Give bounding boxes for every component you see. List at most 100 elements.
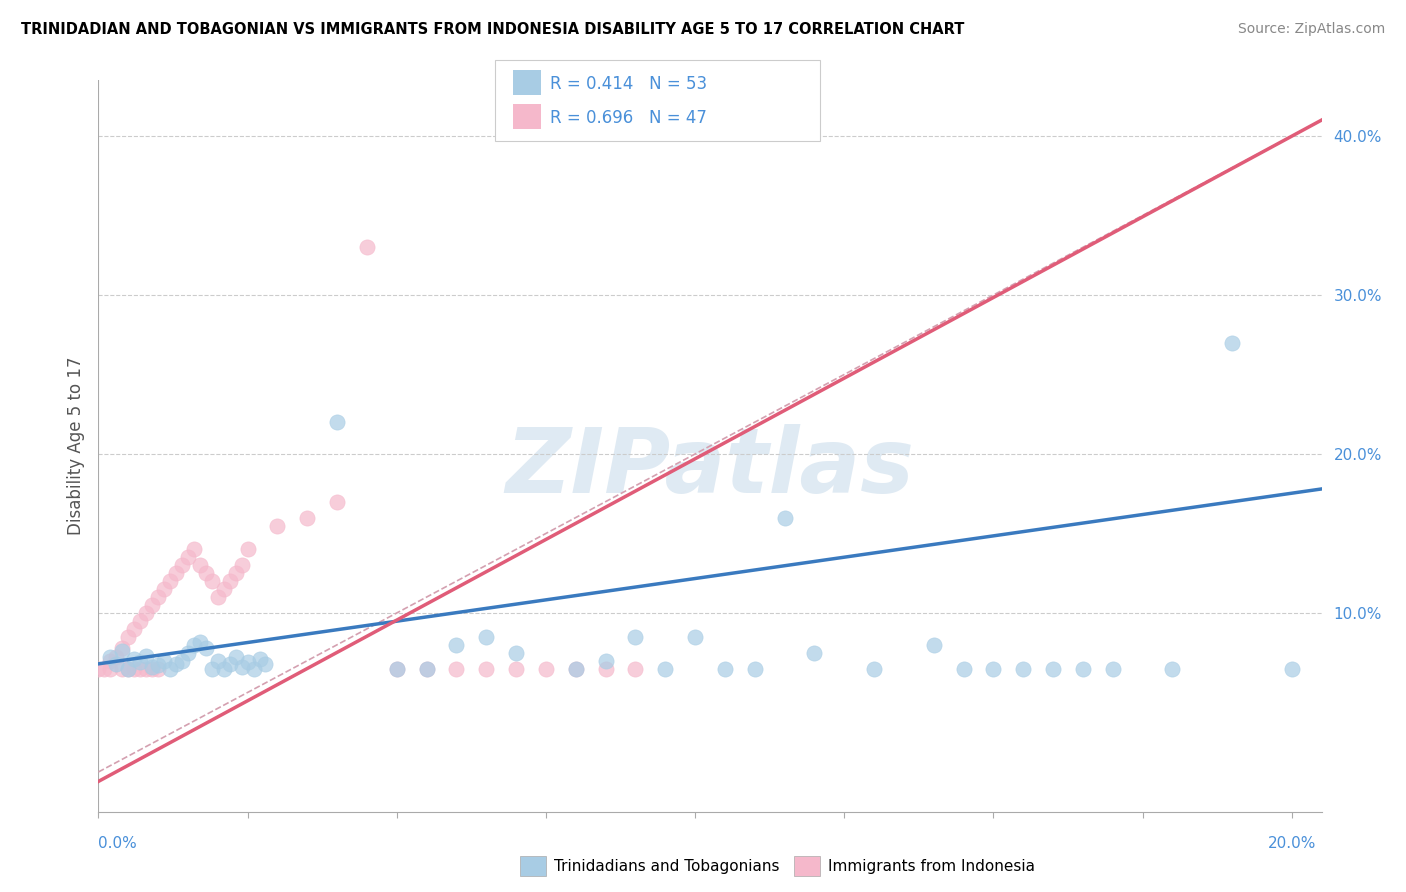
Point — [117, 662, 139, 676]
Point — [129, 662, 152, 676]
Point — [111, 644, 134, 658]
Point — [188, 558, 211, 573]
Point — [159, 574, 181, 589]
Point — [98, 662, 121, 676]
Point — [1042, 662, 1064, 676]
Point — [595, 654, 617, 668]
Point — [122, 652, 145, 666]
Point — [129, 614, 152, 628]
Point — [188, 634, 211, 648]
Point — [218, 657, 240, 671]
Point — [207, 654, 229, 668]
Point — [1220, 335, 1243, 350]
Point — [111, 640, 134, 655]
Point — [212, 582, 235, 596]
Point — [654, 662, 676, 676]
Point — [141, 660, 163, 674]
Point — [952, 662, 974, 676]
Point — [236, 655, 259, 669]
Point — [385, 662, 408, 676]
Point — [194, 566, 217, 581]
Point — [415, 662, 437, 676]
Point — [326, 415, 349, 429]
Point — [1071, 662, 1094, 676]
Point — [254, 657, 277, 671]
Point — [135, 606, 157, 620]
Point — [93, 662, 115, 676]
Point — [505, 646, 527, 660]
Point — [105, 657, 128, 671]
Point — [415, 662, 437, 676]
Point — [1281, 662, 1303, 676]
Point — [534, 662, 557, 676]
Text: R = 0.414   N = 53: R = 0.414 N = 53 — [550, 75, 707, 93]
Point — [135, 648, 157, 663]
Y-axis label: Disability Age 5 to 17: Disability Age 5 to 17 — [66, 357, 84, 535]
Point — [242, 662, 264, 676]
Point — [231, 558, 253, 573]
Text: 20.0%: 20.0% — [1268, 836, 1316, 851]
Point — [105, 650, 128, 665]
Text: ZIPatlas: ZIPatlas — [506, 424, 914, 512]
Point — [207, 590, 229, 604]
Point — [922, 638, 945, 652]
Point — [165, 657, 187, 671]
Point — [595, 662, 617, 676]
Point — [266, 518, 288, 533]
Point — [446, 662, 468, 676]
Point — [744, 662, 766, 676]
Point — [225, 566, 247, 581]
Text: Trinidadians and Tobagonians: Trinidadians and Tobagonians — [554, 859, 779, 873]
Text: R = 0.696   N = 47: R = 0.696 N = 47 — [550, 109, 707, 127]
Point — [122, 662, 145, 676]
Point — [146, 662, 169, 676]
Point — [236, 542, 259, 557]
Point — [475, 630, 498, 644]
Point — [135, 662, 157, 676]
Point — [159, 662, 181, 676]
Point — [122, 622, 145, 636]
Point — [183, 638, 205, 652]
Point — [117, 662, 139, 676]
Point — [565, 662, 588, 676]
Point — [111, 662, 134, 676]
Point — [201, 662, 224, 676]
Point — [1012, 662, 1035, 676]
Point — [153, 582, 176, 596]
Point — [249, 652, 271, 666]
Point — [129, 655, 152, 669]
Point — [983, 662, 1005, 676]
Point — [194, 640, 217, 655]
Point — [803, 646, 825, 660]
Point — [183, 542, 205, 557]
Point — [1101, 662, 1123, 676]
Text: TRINIDADIAN AND TOBAGONIAN VS IMMIGRANTS FROM INDONESIA DISABILITY AGE 5 TO 17 C: TRINIDADIAN AND TOBAGONIAN VS IMMIGRANTS… — [21, 22, 965, 37]
Text: 0.0%: 0.0% — [98, 836, 138, 851]
Point — [218, 574, 240, 589]
Point — [565, 662, 588, 676]
Point — [475, 662, 498, 676]
Text: Source: ZipAtlas.com: Source: ZipAtlas.com — [1237, 22, 1385, 37]
Point — [863, 662, 886, 676]
Point — [141, 662, 163, 676]
Point — [170, 558, 193, 573]
Point — [177, 646, 200, 660]
Point — [773, 510, 796, 524]
Point — [146, 590, 169, 604]
Point — [446, 638, 468, 652]
Point — [212, 662, 235, 676]
Point — [1161, 662, 1184, 676]
Point — [225, 650, 247, 665]
Point — [624, 630, 647, 644]
Point — [87, 662, 110, 676]
Point — [170, 654, 193, 668]
Point — [326, 494, 349, 508]
Point — [153, 654, 176, 668]
Point — [385, 662, 408, 676]
Point — [356, 240, 378, 254]
Point — [683, 630, 706, 644]
Point — [98, 650, 121, 665]
Point — [201, 574, 224, 589]
Point — [141, 598, 163, 612]
Point — [177, 550, 200, 565]
